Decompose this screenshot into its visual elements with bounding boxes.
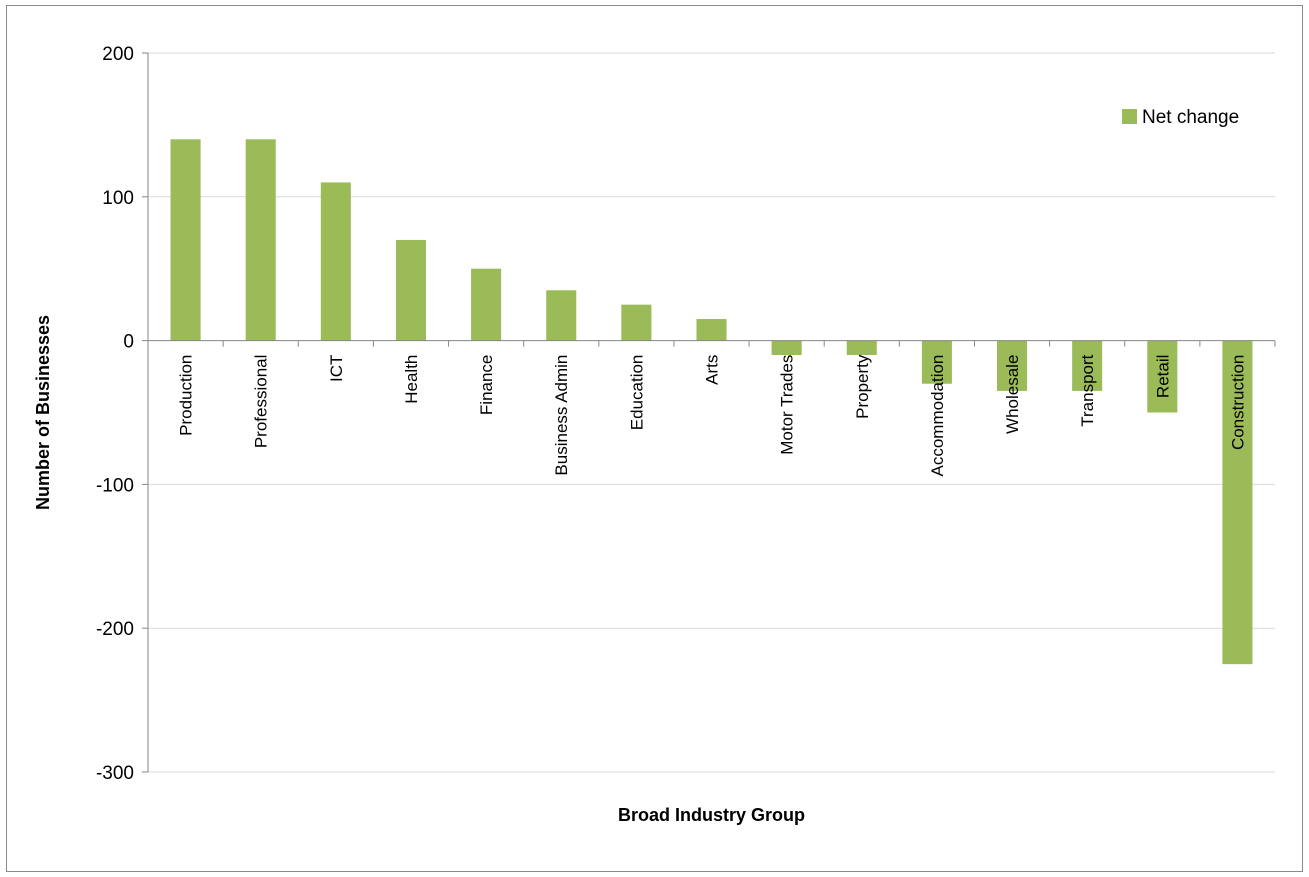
y-axis-title: Number of Businesses [33,315,53,510]
y-tick-label: -300 [96,763,134,784]
y-tick-label: 0 [123,332,134,353]
bar [1072,340,1103,391]
y-tick-label: 200 [102,44,134,65]
bar [320,182,351,341]
bar [771,340,802,355]
category-label: Business Admin [552,355,571,476]
bar [1222,340,1253,665]
bar-series [170,139,1253,665]
category-labels: Production Professional ICT Health Finance Bu… [177,354,1248,476]
category-label: Retail [1153,355,1172,398]
bar [471,268,502,341]
bar [245,139,276,341]
bar [997,340,1028,391]
category-label: Production [177,355,196,436]
legend-swatch [1122,109,1137,124]
bar [395,239,426,341]
bar [921,340,952,384]
category-label: Motor Trades [778,355,797,455]
y-tick-label: 100 [102,188,134,209]
legend-label: Net change [1142,107,1239,128]
bar [621,304,652,341]
category-label: Wholesale [1003,355,1022,434]
y-tick-label: -200 [96,619,134,640]
category-label: Transport [1078,354,1097,426]
bar [846,340,877,355]
x-axis-title: Broad Industry Group [618,805,805,825]
bar [696,319,727,341]
gridlines [148,52,1275,773]
y-tick-labels: 200 100 0 -100 -200 -300 [96,44,134,784]
chart-frame: 200 100 0 -100 -200 -300 Production Profession… [6,5,1303,872]
legend: Net change [1122,107,1239,128]
category-label: Professional [252,355,271,449]
category-label: Arts [703,355,722,385]
axes [142,52,1276,773]
bar [1147,340,1178,413]
bar-chart: 200 100 0 -100 -200 -300 Production Profession… [33,44,1276,825]
bar [546,290,577,341]
category-label: Construction [1228,355,1247,450]
category-label: Health [402,355,421,404]
y-tick-label: -100 [96,475,134,496]
category-label: Finance [477,355,496,415]
category-label: ICT [327,355,346,382]
category-label: Accommodation [928,355,947,477]
bar [170,139,201,341]
category-label: Property [853,354,872,419]
category-label: Education [627,355,646,431]
